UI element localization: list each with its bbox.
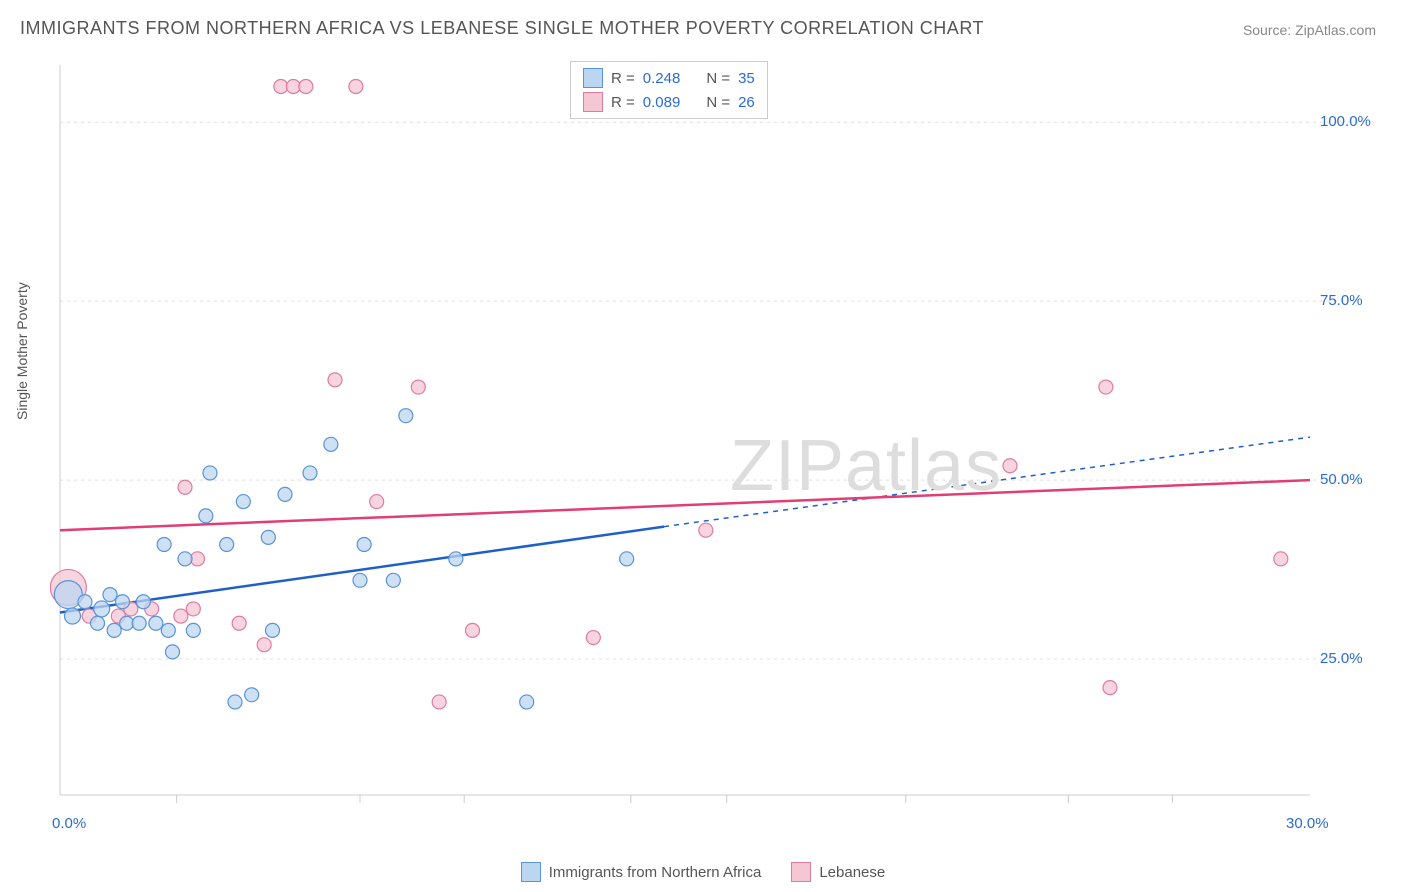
data-point: [149, 616, 163, 630]
data-point: [299, 79, 313, 93]
data-point: [220, 538, 234, 552]
r-value: 0.248: [643, 70, 681, 87]
data-point: [266, 623, 280, 637]
data-point: [91, 616, 105, 630]
data-point: [132, 616, 146, 630]
data-point: [349, 79, 363, 93]
r-value: 0.089: [643, 94, 681, 111]
data-point: [586, 631, 600, 645]
data-point: [94, 601, 110, 617]
legend-label: Immigrants from Northern Africa: [549, 864, 762, 881]
data-point: [186, 602, 200, 616]
data-point: [236, 495, 250, 509]
data-point: [261, 530, 275, 544]
legend-item: Lebanese: [791, 862, 885, 882]
data-point: [232, 616, 246, 630]
axis-tick-label: 100.0%: [1320, 113, 1371, 130]
axis-tick-label: 30.0%: [1286, 815, 1329, 832]
data-point: [1003, 459, 1017, 473]
data-point: [411, 380, 425, 394]
data-point: [157, 538, 171, 552]
data-point: [107, 623, 121, 637]
data-point: [278, 487, 292, 501]
legend-row: R = 0.248 N = 35: [583, 66, 755, 90]
data-point: [116, 595, 130, 609]
source-attribution: Source: ZipAtlas.com: [1243, 22, 1376, 38]
data-point: [328, 373, 342, 387]
y-axis-label: Single Mother Poverty: [14, 282, 30, 420]
data-point: [1274, 552, 1288, 566]
data-point: [174, 609, 188, 623]
source-name: ZipAtlas.com: [1295, 22, 1376, 38]
data-point: [199, 509, 213, 523]
data-point: [274, 79, 288, 93]
data-point: [65, 608, 81, 624]
data-point: [370, 495, 384, 509]
legend-label: Lebanese: [819, 864, 885, 881]
n-label: N =: [706, 94, 730, 111]
data-point: [178, 552, 192, 566]
n-label: N =: [706, 70, 730, 87]
data-point: [136, 595, 150, 609]
axis-tick-label: 50.0%: [1320, 471, 1363, 488]
legend-swatch: [791, 862, 811, 882]
legend-swatch: [521, 862, 541, 882]
n-value: 26: [738, 94, 755, 111]
data-point: [186, 623, 200, 637]
legend-item: Immigrants from Northern Africa: [521, 862, 762, 882]
data-point: [103, 588, 117, 602]
data-point: [357, 538, 371, 552]
legend-swatch: [583, 68, 603, 88]
data-point: [161, 623, 175, 637]
data-point: [286, 79, 300, 93]
r-label: R =: [611, 94, 635, 111]
data-point: [353, 573, 367, 587]
data-point: [191, 552, 205, 566]
axis-tick-label: 0.0%: [52, 815, 86, 832]
data-point: [699, 523, 713, 537]
data-point: [303, 466, 317, 480]
data-point: [78, 595, 92, 609]
legend-row: R = 0.089 N = 26: [583, 90, 755, 114]
n-value: 35: [738, 70, 755, 87]
data-point: [1099, 380, 1113, 394]
data-point: [466, 623, 480, 637]
data-point: [449, 552, 463, 566]
data-point: [257, 638, 271, 652]
scatter-chart: [50, 55, 1370, 825]
data-point: [432, 695, 446, 709]
legend-swatch: [583, 92, 603, 112]
data-point: [620, 552, 634, 566]
data-point: [1103, 681, 1117, 695]
chart-area: ZIPatlas R =0.248N =35R =0.089N =26: [50, 55, 1370, 825]
series-legend: Immigrants from Northern Africa Lebanese: [0, 862, 1406, 882]
data-point: [324, 437, 338, 451]
data-point: [203, 466, 217, 480]
axis-tick-label: 25.0%: [1320, 650, 1363, 667]
data-point: [178, 480, 192, 494]
data-point: [399, 409, 413, 423]
data-point: [245, 688, 259, 702]
source-prefix: Source:: [1243, 22, 1295, 38]
data-point: [520, 695, 534, 709]
chart-title: IMMIGRANTS FROM NORTHERN AFRICA VS LEBAN…: [20, 18, 984, 39]
axis-tick-label: 75.0%: [1320, 292, 1363, 309]
data-point: [228, 695, 242, 709]
data-point: [166, 645, 180, 659]
r-label: R =: [611, 70, 635, 87]
data-point: [386, 573, 400, 587]
correlation-legend: R = 0.248 N = 35 R = 0.089 N = 26: [570, 61, 768, 119]
data-point: [120, 616, 134, 630]
